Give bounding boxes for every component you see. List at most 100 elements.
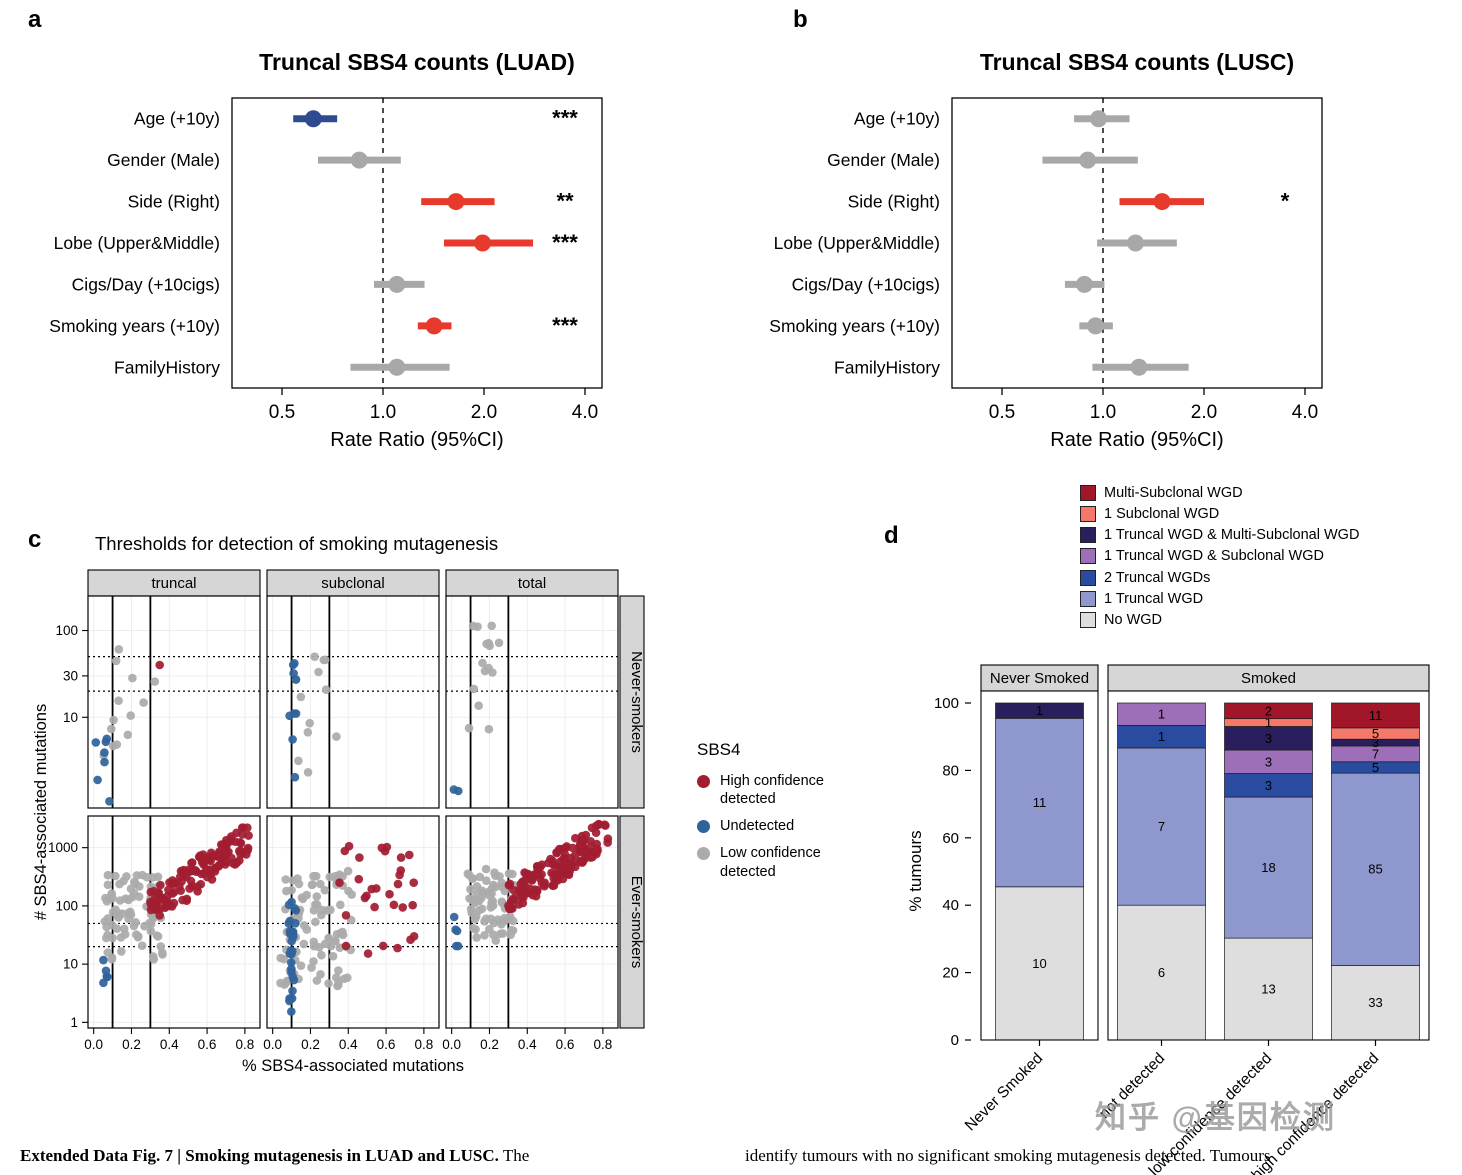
legend-item: Low confidence detected [697,844,857,880]
scatter-facet-grid: Thresholds for detection of smoking muta… [32,533,645,1075]
estimate-point [1130,358,1148,376]
estimate-point [1075,275,1093,293]
bar-segment-label: 5 [1372,726,1379,741]
scatter-points-undetected [285,659,301,782]
bar-segment-label: 85 [1368,862,1382,877]
row-label: Age (+10y) [854,109,940,129]
wgd-swatch-icon [1080,527,1096,544]
scatter-points-high [146,823,253,920]
scatter-points-high [335,841,419,958]
panel-a-label: a [28,6,42,33]
caption-left-bold: Extended Data Fig. 7 | Smoking mutagenes… [20,1146,499,1165]
bar-segment-label: 33 [1368,995,1382,1010]
chart-title: Truncal SBS4 counts (LUSC) [980,49,1294,75]
y-axis-title: % tumours [906,830,925,911]
legend-item-label: 1 Truncal WGD [1104,590,1204,607]
bar-segment-label: 11 [1033,795,1047,810]
bar-segment [1331,772,1420,966]
x-axis-title: Rate Ratio (95%CI) [1050,429,1223,451]
legend-item: 1 Truncal WGD & Subclonal WGD [1080,547,1462,565]
facet-Never-smokers-subclonal [266,595,440,809]
y-tick-label: 40 [942,897,959,914]
scatter-points-undetected [284,897,301,1016]
chart-title: Thresholds for detection of smoking muta… [95,533,498,554]
bar-segment-label: 1 [1158,707,1165,722]
panel-bg [446,596,618,808]
bar-segment [1117,747,1206,906]
chart-title: Truncal SBS4 counts (LUAD) [259,49,575,75]
x-tick-label: 0.6 [377,1037,396,1052]
significance-stars: *** [552,106,578,131]
y-tick-label: 100 [934,695,959,712]
watermark: 知乎 @基因检测 [1095,1100,1336,1135]
panel-border [266,815,440,1029]
legend-item: 1 Subclonal WGD [1080,505,1462,523]
y-tick-label: 60 [942,830,959,847]
bar-segment-label: 3 [1372,735,1379,750]
bar-segment-label: 3 [1265,731,1272,746]
x-tick-label: 0.8 [593,1037,612,1052]
row-label: Side (Right) [128,192,220,212]
wgd-swatch-icon [1080,506,1096,523]
row-label: Lobe (Upper&Middle) [54,233,220,253]
x-tick-label: 0.4 [339,1037,358,1052]
bar-segment-label: 1 [1265,715,1272,730]
forest-plot-lusc: Truncal SBS4 counts (LUSC) Age (+10y) Gend… [769,49,1323,451]
panel-border [951,97,1323,389]
sbs4-legend: SBS4 High confidence detected Undetected Lo… [697,740,857,890]
significance-stars: *** [552,313,578,338]
row-label: Smoking years (+10y) [769,316,940,336]
panel-border [445,595,619,809]
bar-segment [1117,702,1206,726]
estimate-point [1079,151,1097,169]
estimate-point [350,151,368,169]
legend-item-label: 2 Truncal WGDs [1104,569,1211,586]
significance-stars: *** [552,230,578,255]
low-dot-icon [697,847,710,861]
y-tick-label: 1000 [48,840,78,855]
panel-bg [88,596,260,808]
legend-title: SBS4 [697,740,741,759]
facet-Never-smokers-truncal [87,595,261,809]
estimate-point [1087,317,1105,335]
x-tick-label: 0.2 [480,1037,499,1052]
row-label: Lobe (Upper&Middle) [774,233,940,253]
facet-strip [619,815,645,1029]
wgd-swatch-icon [1080,590,1096,607]
facet-Ever-smokers-truncal [87,815,261,1029]
estimate-point [388,275,406,293]
wgd-legend: Multi-Subclonal WGD 1 Subclonal WGD 1 Trun… [1080,484,1462,632]
bar-segment [995,717,1084,888]
bar-segment [1117,904,1206,1041]
bar-segment [1331,702,1420,729]
row-label: FamilyHistory [834,357,940,377]
panel-bg [232,98,602,388]
estimate-point [304,110,322,128]
legend-item-label: 1 Truncal WGD & Multi-Subclonal WGD [1104,527,1360,544]
x-tick-label: 0.5 [989,402,1015,423]
bar-segment [1224,796,1313,939]
panel-b-label: b [793,6,808,33]
scatter-points-undetected [91,734,114,806]
panel-bg [267,596,439,808]
estimate-point [1127,234,1145,252]
scatter-points-high [504,819,613,913]
row-label: FamilyHistory [114,357,220,377]
panel-c-label: c [28,526,42,553]
y-tick-label: 100 [55,898,78,913]
y-tick-label: 0 [951,1032,959,1049]
wgd-swatch-icon [1080,611,1096,628]
row-label: Gender (Male) [107,150,220,170]
bar-segment-label: 13 [1261,982,1275,997]
bar-segment-label: 1 [1036,703,1043,718]
panel-border [445,815,619,1029]
legend-item: 1 Truncal WGD [1080,590,1462,608]
bar-segment [1224,937,1313,1041]
x-tick-label: 0.8 [414,1037,433,1052]
bar-segment-label: 10 [1032,956,1046,971]
x-tick-label: 0.2 [301,1037,320,1052]
